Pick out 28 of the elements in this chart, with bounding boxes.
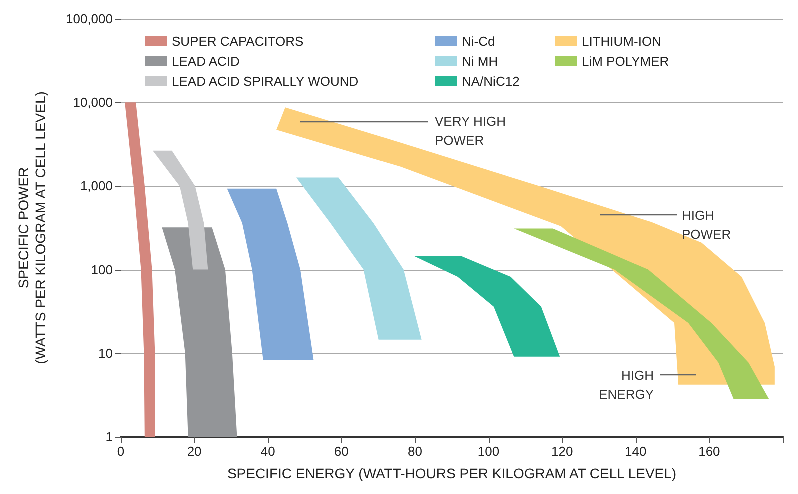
- x-tick-label: 80: [408, 444, 422, 459]
- y-tick-label: 10,000: [73, 95, 113, 110]
- x-axis-title: SPECIFIC ENERGY (WATT-HOURS PER KILOGRAM AT CELL LEVEL): [227, 466, 677, 482]
- y-tick-label: 100: [91, 262, 113, 278]
- legend-label: Ni MH: [462, 54, 498, 69]
- x-tick-label: 40: [260, 444, 276, 459]
- legend-label: Ni-Cd: [462, 34, 496, 49]
- y-tick-label: 1,000: [80, 178, 113, 194]
- x-tick-label: 120: [551, 444, 574, 459]
- legend-label: NA/NiC12: [462, 74, 520, 89]
- annotation: VERY HIGH POWER: [435, 114, 506, 148]
- legend-label: LEAD ACID SPIRALLY WOUND: [172, 74, 359, 89]
- x-tick-label: 0: [117, 444, 125, 459]
- x-tick-label: 20: [187, 444, 202, 459]
- x-tick-label: 100: [478, 444, 500, 459]
- legend-label: LiM POLYMER: [582, 54, 670, 69]
- y-tick-label: 100,000: [66, 12, 113, 26]
- legend-label: LEAD ACID: [172, 54, 240, 69]
- annotation: HIGH POWER: [682, 208, 732, 242]
- y-tick-label: 1: [106, 430, 113, 444]
- annotation: HIGH ENERGY: [599, 368, 654, 402]
- x-tick-label: 160: [698, 444, 720, 459]
- x-tick-label: 60: [334, 444, 349, 459]
- x-tick-label: 140: [625, 444, 647, 459]
- y-tick-label: 10: [98, 346, 113, 361]
- y-axis-title: SPECIFIC POWER (WATTS PER KILOGRAM AT CELL LEVEL): [16, 92, 48, 364]
- legend-label: SUPER CAPACITORS: [172, 34, 304, 49]
- legend-label: LITHIUM-ION: [582, 34, 662, 49]
